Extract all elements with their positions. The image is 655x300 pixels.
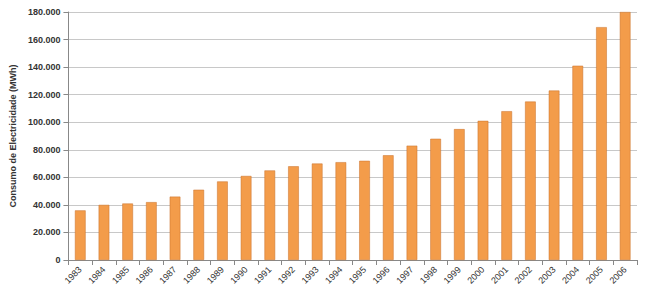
svg-text:Consumo de Electricidade (MWh): Consumo de Electricidade (MWh): [8, 64, 18, 207]
svg-text:1985: 1985: [110, 264, 131, 285]
svg-text:1994: 1994: [323, 264, 344, 285]
svg-text:1993: 1993: [300, 264, 321, 285]
svg-text:1989: 1989: [205, 264, 226, 285]
svg-text:1984: 1984: [86, 264, 107, 285]
svg-text:1998: 1998: [418, 264, 439, 285]
svg-text:1995: 1995: [347, 264, 368, 285]
svg-text:1991: 1991: [252, 264, 273, 285]
svg-text:0: 0: [55, 255, 60, 265]
svg-text:2000: 2000: [465, 264, 486, 285]
svg-text:1983: 1983: [63, 264, 84, 285]
svg-text:2001: 2001: [489, 264, 510, 285]
svg-text:1986: 1986: [134, 264, 155, 285]
svg-text:2004: 2004: [560, 264, 581, 285]
svg-text:1999: 1999: [442, 264, 463, 285]
svg-text:40.000: 40.000: [33, 200, 61, 210]
svg-text:140.000: 140.000: [28, 62, 61, 72]
svg-text:2002: 2002: [513, 264, 534, 285]
svg-text:1992: 1992: [276, 264, 297, 285]
svg-text:2003: 2003: [536, 264, 557, 285]
svg-text:20.000: 20.000: [33, 227, 61, 237]
svg-text:160.000: 160.000: [28, 35, 61, 45]
svg-text:1997: 1997: [394, 264, 415, 285]
svg-text:2006: 2006: [607, 264, 628, 285]
svg-text:1988: 1988: [181, 264, 202, 285]
svg-text:180.000: 180.000: [28, 7, 61, 17]
svg-text:100.000: 100.000: [28, 117, 61, 127]
svg-text:1996: 1996: [371, 264, 392, 285]
svg-text:1990: 1990: [228, 264, 249, 285]
svg-text:1987: 1987: [157, 264, 178, 285]
svg-text:60.000: 60.000: [33, 172, 61, 182]
svg-text:120.000: 120.000: [28, 90, 61, 100]
svg-text:2005: 2005: [584, 264, 605, 285]
svg-text:80.000: 80.000: [33, 145, 61, 155]
